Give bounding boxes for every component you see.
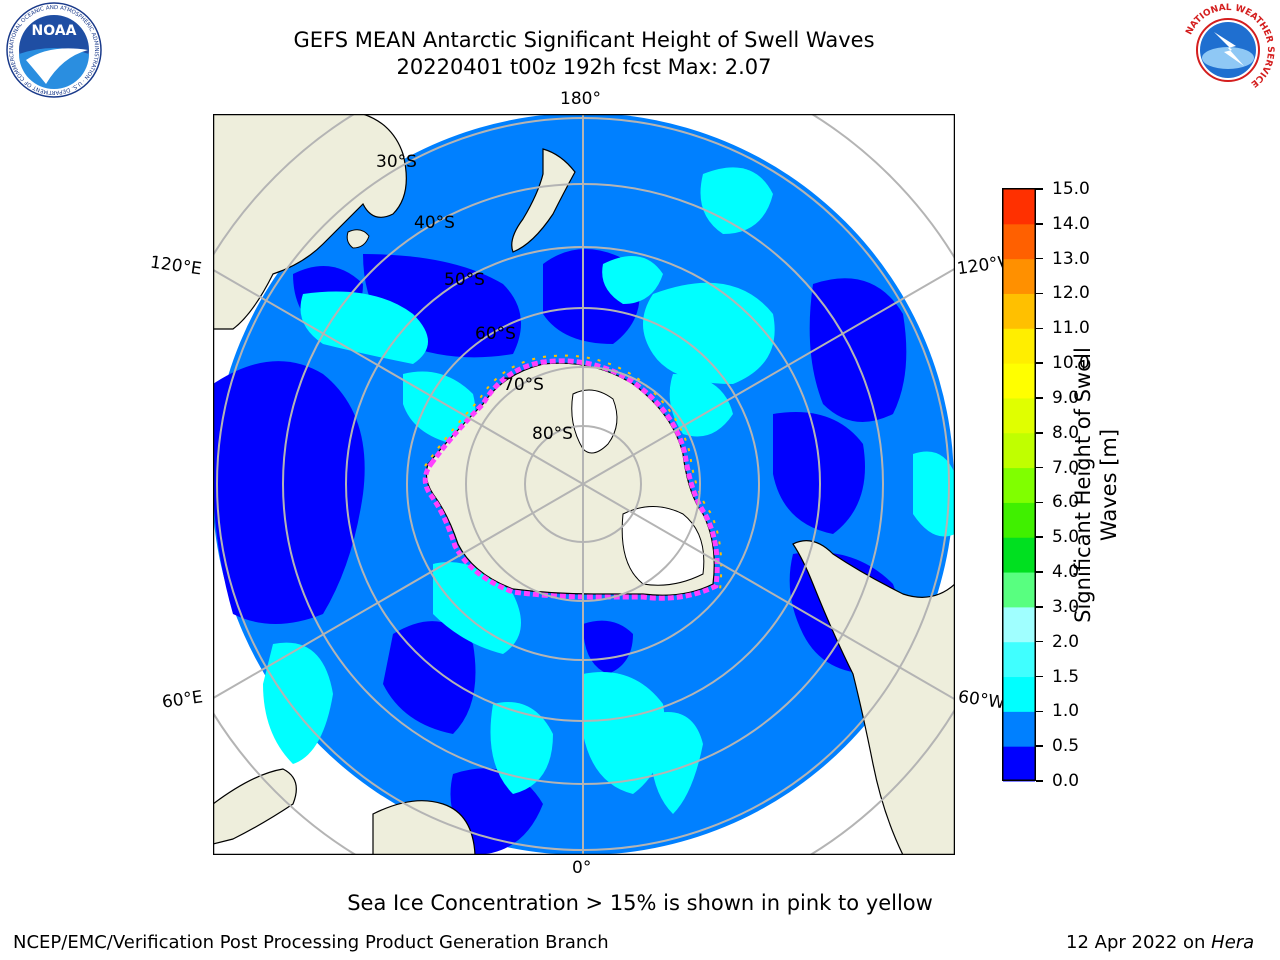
map-panel [212,113,956,856]
colorbar-segment [1003,676,1035,712]
colorbar-tick-label: 13.0 [1052,248,1090,269]
colorbar-segment [1003,363,1035,399]
colorbar-tick-mark [1036,257,1043,260]
colorbar-tick-mark [1036,710,1043,713]
madagascar [213,768,297,845]
colorbar-segment [1003,641,1035,678]
colorbar-tick-label: 9.0 [1052,387,1080,408]
lat-label-60s: 60°S [475,324,516,344]
lat-label-50s: 50°S [444,270,485,290]
colorbar-tick-mark [1036,675,1043,678]
colorbar-segment [1003,397,1035,434]
colorbar-tick-label: 15.0 [1052,179,1090,199]
colorbar-tick-label: 6.0 [1052,492,1080,513]
lon-label-60e: 60°E [160,687,205,713]
colorbar-tick-label: 1.0 [1052,701,1080,722]
footer-date: 12 Apr 2022 on Hera [1066,932,1255,953]
colorbar-tick-label: 2.0 [1052,631,1080,652]
noaa-logo-text: NOAA [32,23,77,39]
colorbar-segment [1003,258,1035,294]
polar-map [212,113,956,856]
colorbar-tick-mark [1036,745,1043,747]
colorbar-tick-mark [1036,606,1043,608]
colorbar-tick-label: 11.0 [1052,318,1090,339]
chart-title: GEFS MEAN Antarctic Significant Height o… [293,28,875,52]
colorbar-tick-label: 8.0 [1052,422,1080,443]
colorbar-tick-label: 3.0 [1052,596,1080,617]
lat-label-30s: 30°S [376,152,417,172]
lat-label-70s: 70°S [503,375,544,395]
colorbar-tick-mark [1036,432,1043,434]
colorbar-tick-label: 5.0 [1052,527,1080,548]
sea-ice-caption: Sea Ice Concentration > 15% is shown in … [347,891,933,915]
colorbar-segment [1003,467,1035,503]
colorbar-tick-mark [1036,571,1043,573]
colorbar-tick-label: 0.0 [1052,771,1080,791]
colorbar-tick-mark [1036,292,1043,295]
colorbar-segment [1003,223,1035,260]
meridian-lines [213,114,955,855]
africa [372,800,476,855]
colorbar-tick-label: 4.0 [1052,562,1080,583]
lon-label-120w: 120°W [955,252,1007,280]
colorbar [1002,188,1036,782]
colorbar-tick-label: 0.5 [1052,736,1080,757]
mid-swell-regions [263,167,955,814]
colorbar-tick-mark [1036,466,1043,469]
footer-credit: NCEP/EMC/Verification Post Processing Pr… [13,932,609,953]
colorbar-segment [1003,746,1035,782]
colorbar-segment [1003,432,1035,469]
colorbar-segment [1003,293,1035,329]
colorbar-tick-mark [1036,223,1043,225]
colorbar-tick-mark [1036,640,1043,643]
colorbar-tick-mark [1036,536,1043,538]
colorbar-label: Significant Height of Swell Waves [m] [1071,347,1121,623]
colorbar-tick-label: 14.0 [1052,213,1090,234]
australia [213,114,407,330]
footer-host: Hera [1211,932,1255,953]
lon-label-60w: 60°W [956,687,1004,713]
colorbar-tick-label: 12.0 [1052,283,1090,304]
colorbar-segment [1003,711,1035,747]
lon-label-0: 0° [572,858,592,878]
colorbar-tick-label: 1.5 [1052,666,1080,687]
colorbar-tick-mark [1036,397,1043,399]
lat-label-40s: 40°S [414,213,455,233]
colorbar-segment [1003,537,1035,573]
chart-subtitle: 20220401 t00z 192h fcst Max: 2.07 [396,55,772,79]
sea-ice-edge [422,358,720,601]
nws-logo: NATIONAL WEATHER SERVICE [1181,3,1275,97]
colorbar-segment [1003,572,1035,608]
lon-label-180: 180° [560,89,601,109]
colorbar-tick-mark [1036,327,1043,330]
colorbar-segment [1003,502,1035,538]
lon-label-120e: 120°E [148,252,203,280]
colorbar-segment [1003,189,1035,225]
colorbar-segment [1003,328,1035,364]
colorbar-tick-mark [1036,501,1043,504]
colorbar-tick-label: 10.0 [1052,353,1090,374]
colorbar-segment [1003,606,1035,643]
noaa-logo: NOAA NATIONAL OCEANIC AND ATMOSPHERIC AD… [6,2,102,98]
colorbar-tick-label: 7.0 [1052,457,1080,478]
colorbar-tick-mark [1036,362,1043,364]
south-america [792,540,955,855]
colorbar-tick-mark [1036,188,1043,190]
colorbar-tick-mark [1036,780,1043,782]
new-zealand [511,148,576,253]
lat-label-80s: 80°S [532,424,573,444]
